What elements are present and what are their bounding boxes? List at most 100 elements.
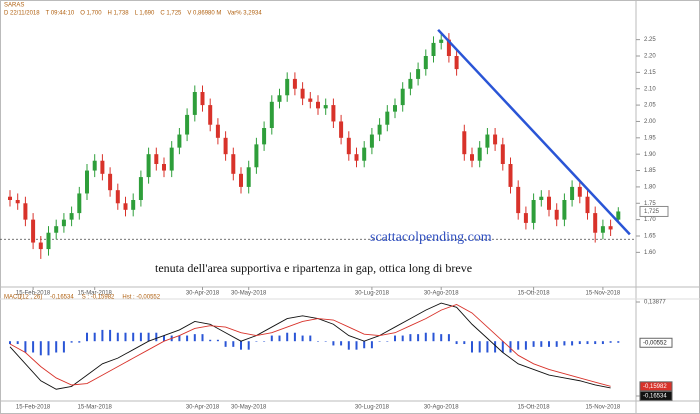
candle-body <box>616 211 621 220</box>
y-tick-label: 2.05 <box>644 103 656 109</box>
histogram-bar <box>93 332 96 342</box>
histogram-bar <box>132 332 135 342</box>
candle-body <box>439 39 444 43</box>
y-tick-label: 1.75 <box>644 201 656 207</box>
x-tick-label: 15-Feb-2018 <box>16 291 51 297</box>
histogram-bar <box>363 341 366 349</box>
histogram-bar <box>124 332 127 342</box>
candle-body <box>408 78 413 89</box>
last-value-box <box>639 381 673 392</box>
candle-body <box>23 203 28 220</box>
symbol: SARAS <box>4 3 24 9</box>
histogram-bar <box>16 341 19 345</box>
histogram-bar <box>571 341 574 346</box>
histogram-bar <box>55 341 58 353</box>
candle-body <box>300 88 305 99</box>
candle-body <box>85 170 89 194</box>
candle-body <box>54 226 59 233</box>
histogram-bar <box>240 341 242 350</box>
histogram-bar <box>263 341 266 342</box>
histogram-bar <box>155 332 158 342</box>
x-tick-label: 15-Ott-2018 <box>518 291 551 297</box>
histogram-bar <box>409 334 412 342</box>
last-value-box <box>639 390 673 401</box>
candle-body <box>69 213 74 220</box>
candle-body <box>446 39 451 56</box>
candle-body <box>38 242 43 250</box>
histogram-bar <box>555 341 558 347</box>
candle-body <box>46 232 51 250</box>
candle-body <box>593 213 598 233</box>
candle-body <box>169 147 174 171</box>
histogram-bar <box>70 341 73 343</box>
histogram-bar <box>494 341 497 353</box>
x-tick-label: 15-Mar-2018 <box>78 405 113 411</box>
macd-title: MACD <box>4 295 22 301</box>
histogram-bar <box>109 329 112 342</box>
candle-body <box>262 128 267 145</box>
histogram-bar <box>293 332 296 342</box>
candle-body <box>123 203 128 210</box>
histogram-bar <box>201 334 204 342</box>
candle-body <box>423 56 428 70</box>
y-tick-label: 1.85 <box>644 168 656 174</box>
candle-body <box>100 160 105 174</box>
histogram-bar <box>578 341 581 345</box>
x-tick-label: 30-Apr-2018 <box>186 405 220 411</box>
histogram-bar <box>224 341 227 347</box>
candle-body <box>61 219 66 227</box>
candle-body <box>15 200 20 204</box>
candle-body <box>477 147 482 161</box>
info-field: L 1,690 <box>135 11 155 17</box>
info-field: D 22/11/2018 <box>4 11 40 17</box>
candle-body <box>131 200 136 210</box>
histogram-bar <box>548 341 550 347</box>
macd-readout: S : -0,15982 <box>82 295 115 301</box>
candle-body <box>231 154 236 174</box>
histogram-bar <box>24 341 27 353</box>
candle-body <box>277 95 282 102</box>
histogram-bar <box>401 335 404 342</box>
histogram-bar <box>586 341 589 345</box>
x-tick-label: 15-Nov-2018 <box>586 405 621 411</box>
histogram-bar <box>255 341 258 342</box>
candle-body <box>77 193 82 214</box>
histogram-bar <box>332 341 335 346</box>
histogram-bar <box>270 335 273 342</box>
histogram-bar <box>86 332 88 342</box>
macd-line <box>9 302 611 390</box>
candle-body <box>500 144 505 164</box>
candle-body <box>331 105 336 122</box>
x-tick-label: 15-Feb-2018 <box>16 405 51 411</box>
x-tick-label: 30-Lug-2018 <box>355 405 390 411</box>
x-tick-label: 30-May-2018 <box>231 291 267 297</box>
candle-body <box>523 213 528 223</box>
candle-body <box>393 105 397 112</box>
x-tick-label: 15-Ott-2018 <box>518 405 551 411</box>
candle-body <box>92 160 97 171</box>
histogram-bar <box>455 341 458 345</box>
y-tick-label: 2.10 <box>644 86 656 92</box>
candle-body <box>323 105 328 109</box>
candle-body <box>531 200 536 223</box>
x-tick-label: 15-Mar-2018 <box>78 291 113 297</box>
info-field: H 1,738 <box>108 11 130 17</box>
candle-body <box>108 173 113 191</box>
histogram-bar <box>247 341 250 350</box>
y-tick-label: 2.00 <box>644 119 656 125</box>
watermark: scattacolpending.com <box>370 230 492 245</box>
histogram-bar <box>501 341 504 353</box>
histogram-bar <box>32 341 35 353</box>
last-value-label: -0,16534 <box>643 393 667 399</box>
histogram-bar <box>286 332 289 342</box>
histogram-bar <box>424 332 427 342</box>
candle-body <box>585 196 590 214</box>
candle-body <box>539 196 544 200</box>
histogram-bar <box>463 341 466 345</box>
histogram-bar <box>609 341 612 343</box>
candle-body <box>454 56 459 70</box>
candle-body <box>600 226 605 233</box>
candle-body <box>316 101 320 109</box>
candle-body <box>608 226 613 230</box>
